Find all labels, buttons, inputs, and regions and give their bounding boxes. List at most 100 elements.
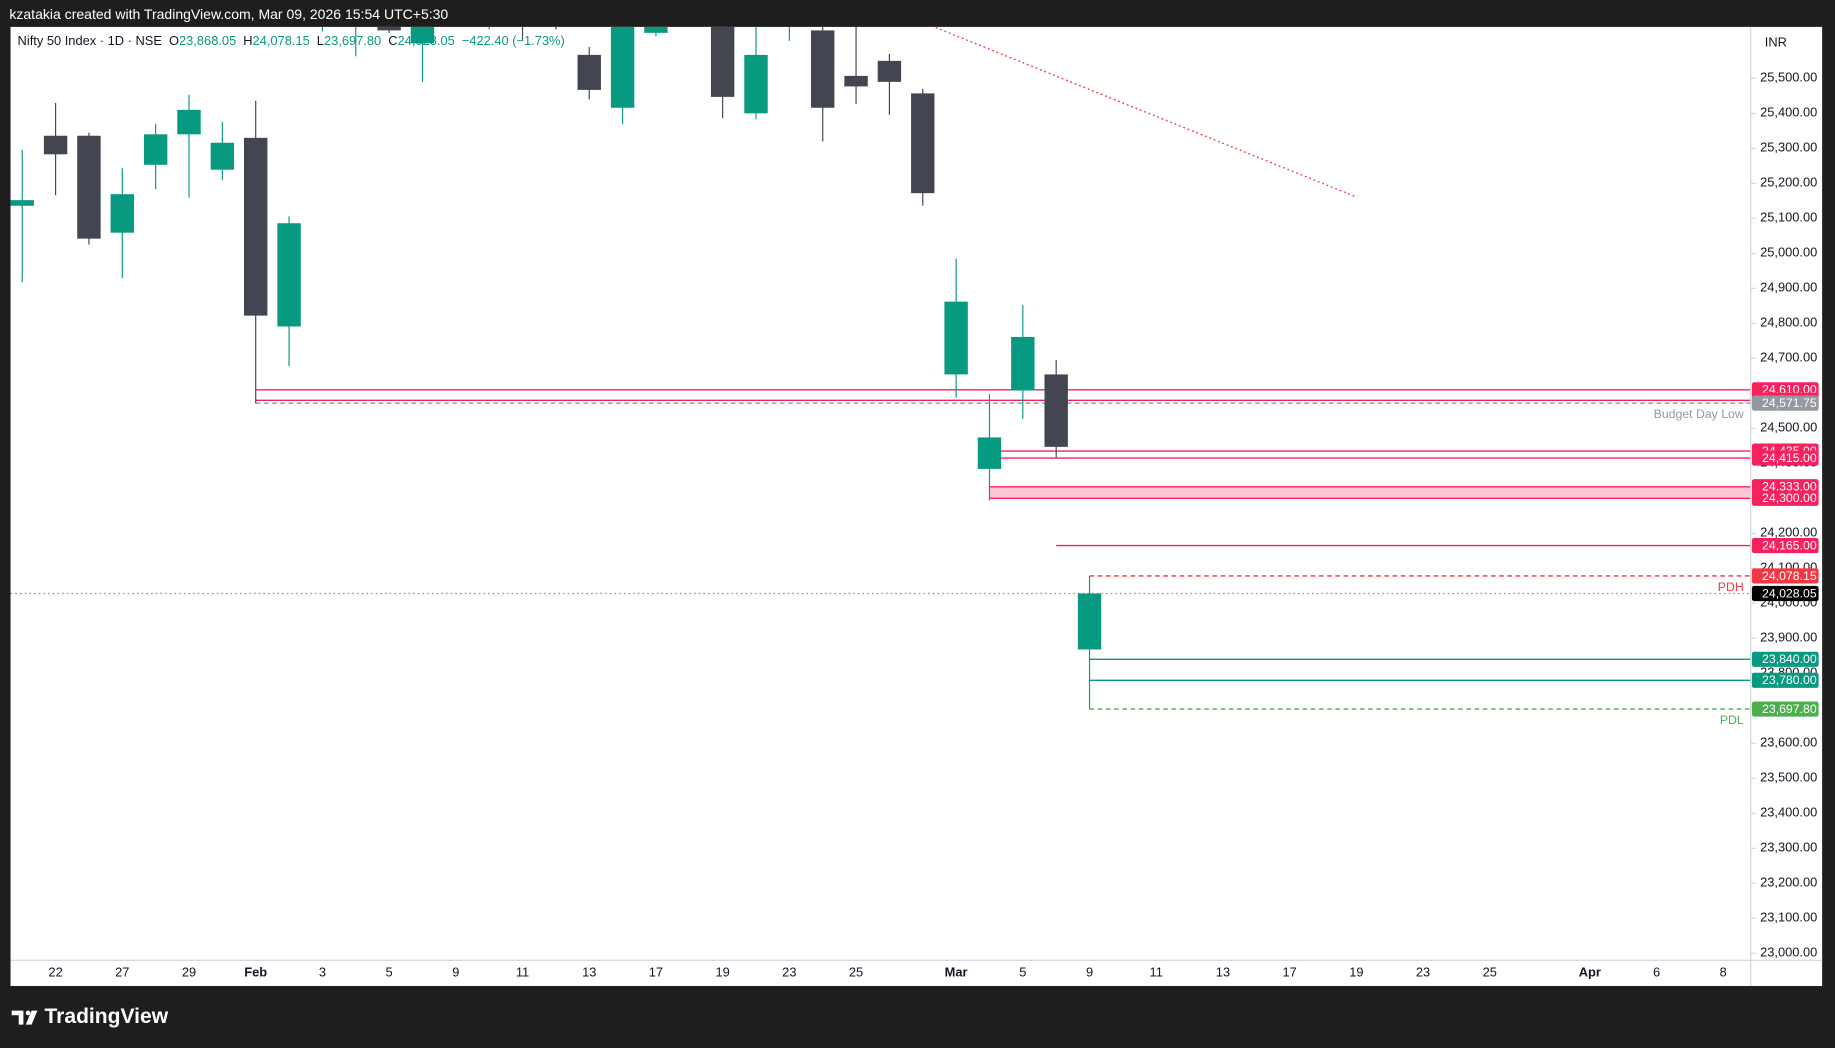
price-label: 24,300.00 xyxy=(1762,491,1817,505)
candle-body xyxy=(911,93,935,194)
axes: 23,000.00 23,100.00 23,200.00 23,300.00 23,4… xyxy=(48,70,1819,980)
y-tick-label: 24,900.00 xyxy=(1760,280,1817,295)
logo-icon xyxy=(11,1010,38,1025)
x-tick-label: Mar xyxy=(945,965,968,980)
trend-line xyxy=(932,26,1357,198)
y-tick-label: 25,200.00 xyxy=(1760,175,1817,190)
x-tick-label: Feb xyxy=(244,965,267,980)
y-tick-label: 23,600.00 xyxy=(1760,735,1817,750)
legend-key: H xyxy=(243,34,252,49)
x-tick-label: 23 xyxy=(1416,965,1430,980)
y-tick-label: 23,300.00 xyxy=(1760,840,1817,855)
x-tick-label: 5 xyxy=(386,965,393,980)
y-tick-label: 23,200.00 xyxy=(1760,875,1817,890)
candle-body xyxy=(710,26,735,97)
candle-body xyxy=(110,194,134,233)
y-tick-label: 23,900.00 xyxy=(1760,630,1817,645)
y-tick-label: 24,800.00 xyxy=(1760,315,1817,330)
price-label: 23,840.00 xyxy=(1762,652,1817,666)
x-tick-label: 29 xyxy=(182,965,196,980)
y-tick-label: 25,000.00 xyxy=(1760,245,1817,260)
candle-body xyxy=(77,135,101,239)
level-text: PDH xyxy=(1718,580,1744,594)
price-label-bg xyxy=(1751,701,1819,717)
price-label: 24,415.00 xyxy=(1762,451,1817,465)
price-label-bg xyxy=(1751,395,1819,411)
candle-body xyxy=(811,30,835,108)
x-tick-label: Apr xyxy=(1579,965,1601,980)
x-tick-label: 22 xyxy=(48,965,62,980)
brand: TradingView xyxy=(44,1005,168,1028)
candle-body xyxy=(277,223,301,327)
legend-value: 24,028.05 xyxy=(398,34,455,49)
price-label: 24,571.75 xyxy=(1762,396,1817,410)
price-label: 24,165.00 xyxy=(1762,538,1817,552)
x-tick-label: 19 xyxy=(715,965,729,980)
y-tick-label: 23,100.00 xyxy=(1760,910,1817,925)
candle-body xyxy=(10,200,34,206)
candle-body xyxy=(844,75,868,87)
candle-body xyxy=(143,134,168,165)
x-tick-label: 25 xyxy=(849,965,863,980)
y-tick-label: 25,300.00 xyxy=(1760,140,1817,155)
zone xyxy=(989,486,1751,499)
candle-body xyxy=(977,437,1002,469)
logo-dot xyxy=(25,1010,31,1016)
x-tick-label: 6 xyxy=(1653,965,1660,980)
candle-body xyxy=(177,109,201,135)
candle-body xyxy=(1044,374,1068,447)
legend-value: 23,697.80 xyxy=(324,34,381,49)
x-tick-label: 17 xyxy=(649,965,663,980)
price-label: 24,078.15 xyxy=(1762,569,1817,583)
legend-key: O xyxy=(169,34,179,49)
currency: INR xyxy=(1765,35,1787,50)
x-tick-label: 27 xyxy=(115,965,129,980)
y-tick-label: 25,400.00 xyxy=(1760,105,1817,120)
legend-key: L xyxy=(317,34,324,49)
y-tick-label: 25,500.00 xyxy=(1760,70,1817,85)
legend-change: −422.40 (−1.73%) xyxy=(462,34,565,49)
credit: kzatakia created with TradingView.com, M… xyxy=(9,6,448,22)
price-label-bg xyxy=(1751,568,1819,584)
y-tick-label: 23,000.00 xyxy=(1760,945,1817,960)
x-tick-label: 13 xyxy=(582,965,596,980)
candle-body xyxy=(577,54,601,90)
legend-key: C xyxy=(388,34,397,49)
candle-body xyxy=(744,54,768,114)
candle-body xyxy=(210,142,235,170)
price-label-bg xyxy=(1751,585,1819,602)
legend-value: 24,078.15 xyxy=(253,34,310,49)
candle-body xyxy=(43,135,68,155)
x-tick-label: 19 xyxy=(1349,965,1363,980)
x-tick-label: 5 xyxy=(1019,965,1026,980)
legend-symbol: Nifty 50 Index · 1D · NSE xyxy=(18,34,163,49)
brand-logo xyxy=(11,1010,38,1025)
x-tick-label: 11 xyxy=(1150,965,1163,980)
price-label: 23,697.80 xyxy=(1762,702,1817,716)
price-label-bg xyxy=(1751,651,1819,667)
x-tick-label: 3 xyxy=(319,965,326,980)
x-tick-label: 23 xyxy=(782,965,796,980)
plot: Budget Day Low PDH PDL xyxy=(10,26,1751,727)
price-label-bg xyxy=(1751,479,1819,495)
y-tick-label: 24,200.00 xyxy=(1760,525,1817,540)
y-tick-label: 25,100.00 xyxy=(1760,210,1817,225)
x-tick-label: 8 xyxy=(1720,965,1727,980)
y-tick-label: 23,400.00 xyxy=(1760,805,1817,820)
legend-value: 23,868.05 xyxy=(179,34,236,49)
price-label-bg xyxy=(1751,490,1819,506)
candle-body xyxy=(644,26,668,33)
level-text: Budget Day Low xyxy=(1654,407,1744,421)
x-tick-label: 11 xyxy=(516,965,529,980)
price-label: 23,780.00 xyxy=(1762,673,1817,687)
candle-body xyxy=(944,301,968,375)
candle-body xyxy=(377,26,401,31)
legend: Nifty 50 Index · 1D · NSE O23,868.05 H24,0… xyxy=(18,34,565,49)
x-tick-label: 25 xyxy=(1483,965,1497,980)
x-tick-label: 9 xyxy=(1086,965,1093,980)
candle-body xyxy=(1011,336,1035,391)
x-tick-label: 17 xyxy=(1282,965,1296,980)
price-label-bg xyxy=(1751,450,1819,466)
